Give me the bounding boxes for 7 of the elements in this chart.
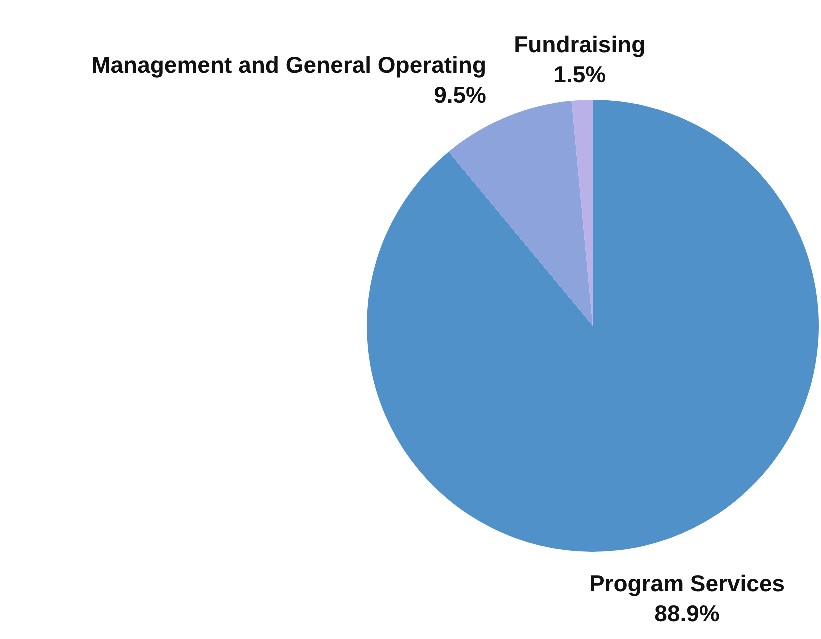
data-label: 88.9% xyxy=(654,600,720,627)
slice-label: Fundraising xyxy=(514,31,646,58)
slice-label: Program Services xyxy=(589,570,786,597)
data-label: 9.5% xyxy=(434,82,487,108)
slice-label: Management and General Operating xyxy=(92,52,487,78)
pie-slice xyxy=(572,100,593,326)
data-label: 1.5% xyxy=(554,61,606,88)
